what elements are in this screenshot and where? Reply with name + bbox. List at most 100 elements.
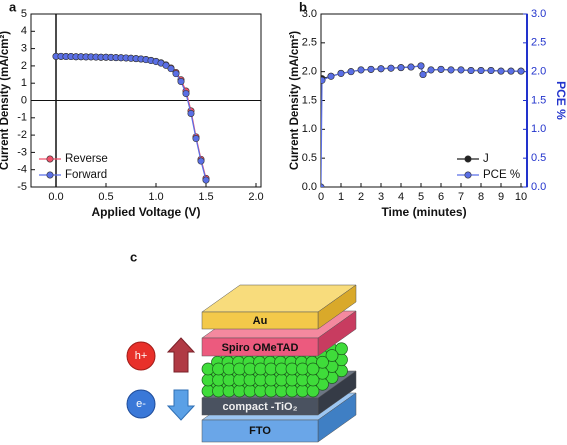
x-tick-label: 9 xyxy=(498,191,504,203)
data-point xyxy=(417,62,425,70)
x-tick-label: 1 xyxy=(338,191,344,203)
y2-tick-label: 3.0 xyxy=(531,8,546,20)
x-tick-label: 8 xyxy=(478,191,484,203)
legend-marker xyxy=(46,155,54,163)
y-tick-label: -4 xyxy=(17,164,27,176)
data-point xyxy=(167,65,175,73)
x-tick-label: 0.0 xyxy=(48,191,63,203)
data-point xyxy=(457,66,465,74)
perovskite-grain xyxy=(335,342,348,356)
legend-label: PCE % xyxy=(483,169,520,181)
legend-label: Reverse xyxy=(65,153,108,165)
x-axis-label: Applied Voltage (V) xyxy=(91,205,200,219)
data-point xyxy=(427,66,435,74)
y-tick-label: 1.0 xyxy=(302,123,317,135)
y-tick-label: -3 xyxy=(17,146,27,158)
data-point xyxy=(162,61,170,69)
data-point xyxy=(477,67,485,75)
y2-tick-label: 1.0 xyxy=(531,123,546,135)
x-tick-label: 0.5 xyxy=(98,191,113,203)
data-point xyxy=(197,157,205,165)
x-tick-label: 3 xyxy=(378,191,384,203)
x-axis-label: Time (minutes) xyxy=(381,205,466,219)
x-tick-label: 0 xyxy=(318,191,324,203)
data-point xyxy=(467,67,475,75)
y2-tick-label: 0.5 xyxy=(531,152,546,164)
plot-frame xyxy=(320,13,528,188)
data-point xyxy=(447,66,455,74)
y2-tick-label: 2.5 xyxy=(531,37,546,49)
perovskite-grain xyxy=(306,384,320,398)
y2-tick-label: 1.5 xyxy=(531,94,546,106)
perovskite-grain xyxy=(306,373,320,387)
y-tick-label: -5 xyxy=(17,181,27,193)
data-point xyxy=(497,67,505,75)
x-tick-label: 5 xyxy=(418,191,424,203)
layer-front xyxy=(201,419,319,443)
y-tick-label: 2.5 xyxy=(302,37,317,49)
layer-label: FTO xyxy=(249,425,271,437)
y-axis-label: Current Density (mA/cm²) xyxy=(0,31,11,170)
data-point xyxy=(347,68,355,76)
y-tick-label: 0.5 xyxy=(302,152,317,164)
legend-marker xyxy=(46,171,54,179)
y-tick-label: 5 xyxy=(21,8,27,20)
data-point xyxy=(202,176,210,184)
y2-tick-label: 0.0 xyxy=(531,181,546,193)
x-tick-label: 7 xyxy=(458,191,464,203)
data-point xyxy=(192,135,200,143)
data-point xyxy=(387,64,395,72)
layer-front xyxy=(201,397,319,416)
perovskite-grain xyxy=(306,362,320,376)
y-tick-label: 4 xyxy=(21,25,27,37)
data-point xyxy=(407,63,415,71)
hole-icon xyxy=(126,341,156,371)
y-tick-label: 1.5 xyxy=(302,94,317,106)
data-point xyxy=(337,69,345,77)
layer-front xyxy=(201,337,319,357)
y-axis-label: Current Density (mA/cm²) xyxy=(289,31,301,170)
data-point xyxy=(321,76,326,84)
data-point xyxy=(397,64,405,72)
data-point xyxy=(517,67,525,75)
panel-label: a xyxy=(9,0,17,14)
panel-label: b xyxy=(299,0,307,14)
data-point xyxy=(327,72,335,80)
plot-area xyxy=(52,52,210,184)
x-tick-label: 4 xyxy=(398,191,404,203)
layer-label: Spiro OMeTAD xyxy=(222,342,299,354)
x-tick-label: 1.5 xyxy=(198,191,213,203)
y-tick-label: 2 xyxy=(21,60,27,72)
data-point xyxy=(437,65,445,73)
data-point xyxy=(367,65,375,73)
data-point xyxy=(419,71,427,79)
layer-front xyxy=(201,311,319,330)
legend-marker xyxy=(464,155,472,163)
perovskite-grain xyxy=(325,349,339,362)
y-tick-label: 3.0 xyxy=(302,8,317,20)
x-tick-label: 6 xyxy=(438,191,444,203)
data-point xyxy=(187,109,195,117)
plot-area xyxy=(321,62,525,187)
y-tick-label: 0.0 xyxy=(302,181,317,193)
y-tick-label: -2 xyxy=(17,129,27,141)
y-tick-label: 0 xyxy=(21,94,27,106)
data-point xyxy=(357,66,365,74)
legend-marker xyxy=(464,171,472,179)
data-point xyxy=(487,67,495,75)
y2-tick-label: 2.0 xyxy=(531,66,546,78)
x-tick-label: 10 xyxy=(515,191,527,203)
y-tick-label: -1 xyxy=(17,112,27,124)
legend-label: J xyxy=(483,153,489,165)
data-point xyxy=(182,90,190,98)
up-arrow xyxy=(166,337,196,373)
y-tick-label: 2.0 xyxy=(302,66,317,78)
electron-icon xyxy=(126,389,156,419)
perovskite-grain xyxy=(316,355,329,369)
x-tick-label: 2 xyxy=(358,191,364,203)
data-point xyxy=(377,65,385,73)
layer-label: compact -TiO₂ xyxy=(223,401,298,413)
hole-label: h+ xyxy=(135,350,148,362)
layer-label: Au xyxy=(253,315,268,327)
